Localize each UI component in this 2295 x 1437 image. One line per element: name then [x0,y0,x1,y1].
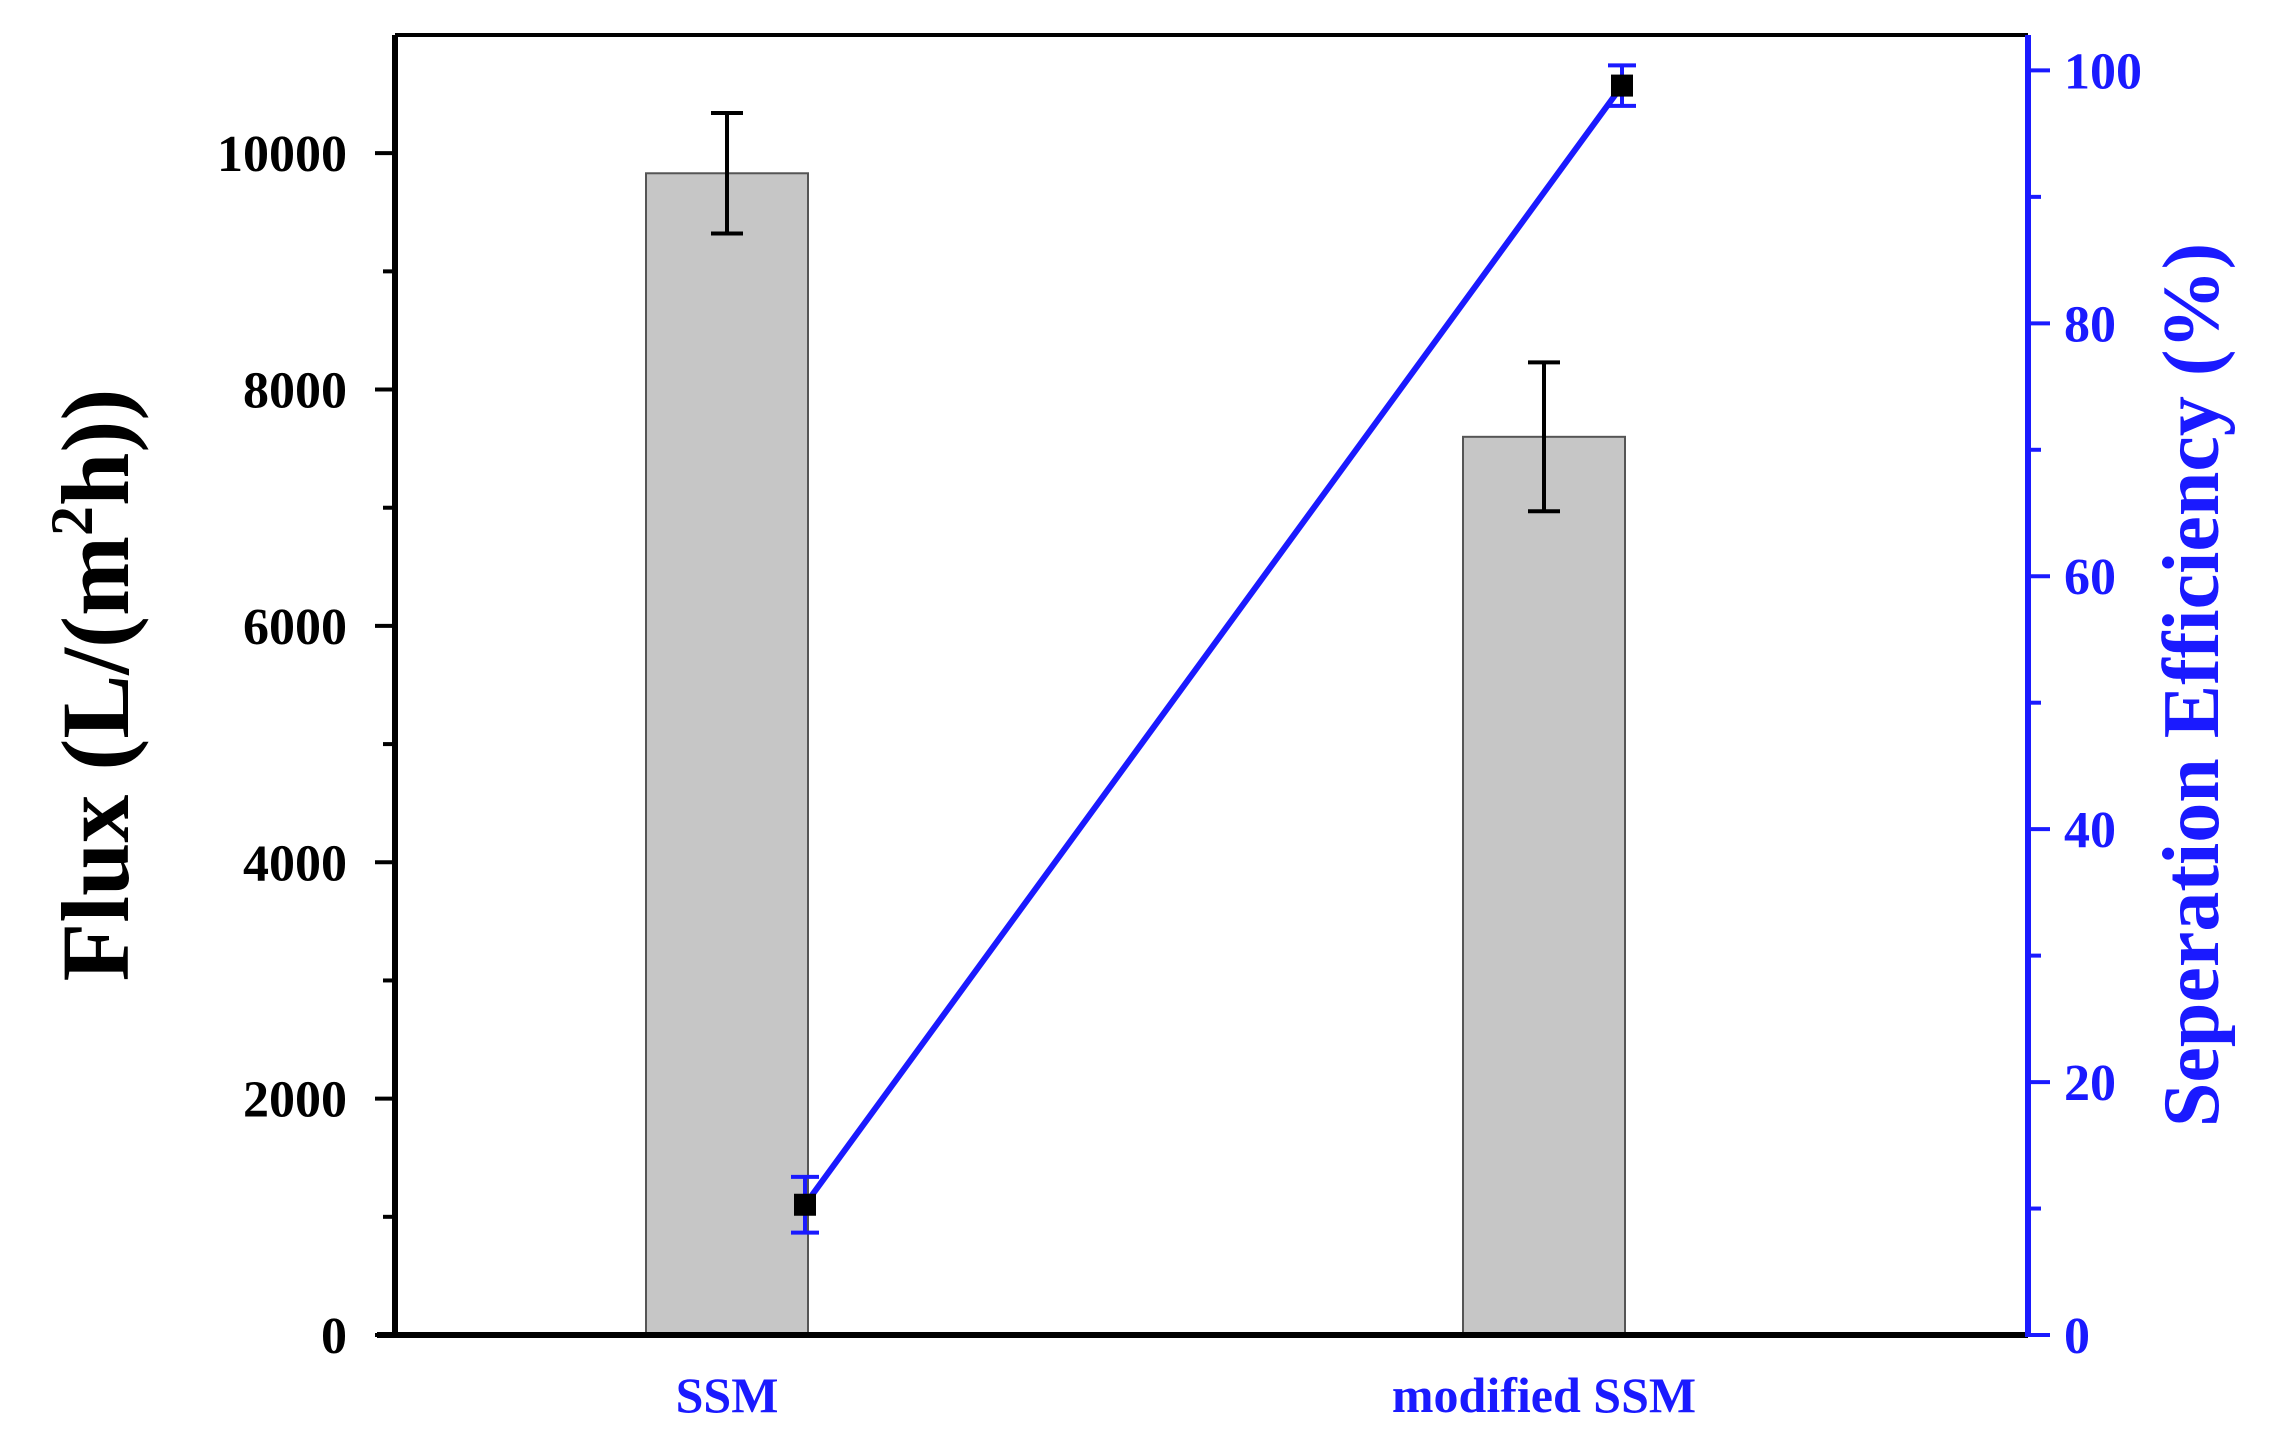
x-tick-label: SSM [676,1367,779,1423]
axis-labels: 0 2000 4000 6000 8000 10000 0 20 40 60 80 100 SSM mod… [39,43,2236,1423]
y-tick-label-left: 6000 [243,599,347,656]
line-series [791,63,1636,1235]
y-tick-label-right: 60 [2064,549,2116,606]
bar-error-bars [711,111,1560,514]
y-tick-label-left: 4000 [243,835,347,892]
y-tick-label-right: 0 [2064,1308,2090,1365]
line-point-0 [794,1193,816,1216]
line-path [802,83,1625,1207]
y-tick-label-right: 40 [2064,802,2116,859]
y-axis-title-right: Seperation Efficiency (%) [2148,243,2236,1127]
y-axis-title-left: Flux (L/(m2h)) [39,389,149,982]
axes [375,33,2050,1338]
x-tick-label: modified SSM [1392,1367,1696,1423]
y-tick-label-left: 2000 [243,1072,347,1129]
y-tick-label-left: 0 [321,1308,347,1365]
bar-1 [1462,435,1626,1336]
y-tick-label-right: 80 [2064,296,2116,353]
y-tick-label-right: 20 [2064,1055,2116,1112]
y-tick-label-left: 8000 [243,363,347,420]
bar-series [645,172,1626,1337]
line-point-1 [1611,74,1633,97]
y-tick-label-right: 100 [2064,43,2142,100]
bar-0 [645,172,809,1337]
y-tick-label-left: 10000 [217,126,347,183]
